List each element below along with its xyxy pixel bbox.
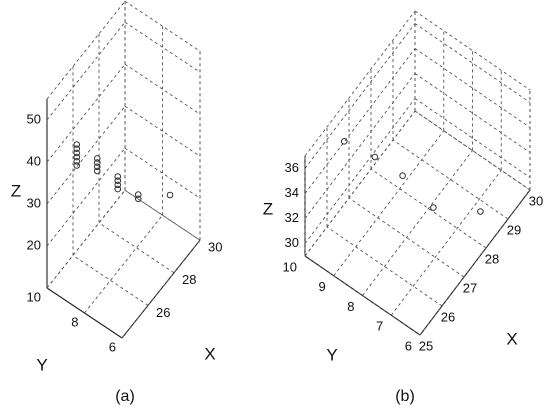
x-tick-label: 26 — [441, 309, 455, 324]
point — [114, 181, 122, 189]
z-axis-title: Z — [11, 181, 21, 200]
grid-line — [304, 110, 416, 257]
point — [73, 145, 81, 152]
grid-line — [390, 169, 502, 316]
z-tick-label: 50 — [27, 111, 41, 126]
grid-line — [414, 110, 531, 191]
grid-line — [419, 189, 531, 336]
grid-line — [362, 150, 473, 296]
grid-line — [46, 105, 126, 205]
point — [134, 195, 142, 203]
z-tick-label: 20 — [27, 237, 41, 252]
grid-line — [304, 48, 416, 194]
y-tick-label: 9 — [319, 279, 326, 294]
grid-line — [72, 255, 149, 306]
x-tick-label: 28 — [485, 251, 499, 266]
point — [73, 158, 81, 165]
point — [371, 153, 379, 161]
x-tick-label: 26 — [156, 305, 170, 320]
point — [114, 177, 122, 184]
point — [93, 163, 101, 171]
point — [430, 204, 437, 211]
grid-line — [370, 168, 487, 249]
y-axis-title: Y — [326, 345, 337, 364]
point — [73, 162, 81, 169]
x-axis-title: X — [204, 344, 215, 363]
grid-line — [414, 98, 531, 178]
grid-line — [98, 222, 175, 274]
y-tick-label: 10 — [283, 259, 297, 274]
y-axis-title: Y — [36, 355, 47, 374]
grid-line — [326, 226, 443, 307]
point — [340, 138, 348, 145]
box-edge — [414, 110, 531, 191]
box-edge — [304, 10, 416, 157]
x-tick-label: 30 — [208, 240, 222, 255]
y-tick-label: 7 — [376, 319, 383, 334]
point — [399, 172, 406, 180]
grid-line — [46, 147, 126, 247]
box-edge — [414, 10, 531, 91]
x-axis-title: X — [506, 329, 517, 348]
point — [134, 191, 142, 198]
point — [73, 141, 81, 148]
point — [93, 159, 101, 166]
grid-line — [392, 139, 509, 220]
y-tick-label: 10 — [27, 289, 41, 304]
box-edge — [46, 0, 126, 100]
grid-line — [414, 23, 531, 103]
y-tick-label: 8 — [71, 314, 78, 329]
point — [73, 153, 81, 161]
point — [73, 149, 81, 157]
grid-line — [46, 21, 126, 121]
point — [114, 173, 122, 180]
grid-line — [46, 63, 126, 163]
x-tick-label: 28 — [182, 272, 196, 287]
point — [477, 208, 484, 215]
z-tick-label: 32 — [285, 210, 299, 225]
grid-line — [304, 98, 416, 244]
grid-line — [333, 130, 445, 277]
x-tick-label: 30 — [529, 193, 543, 208]
x-tick-label: 25 — [419, 338, 433, 353]
z-tick-label: 30 — [285, 235, 299, 250]
grid-line — [304, 23, 416, 169]
z-tick-label: 34 — [285, 185, 299, 200]
grid-line — [348, 197, 465, 278]
point — [166, 191, 174, 199]
grid-line — [414, 48, 531, 128]
grid-line — [121, 239, 201, 339]
z-tick-label: 40 — [27, 153, 41, 168]
caption: (a) — [115, 388, 135, 405]
grid-line — [414, 73, 531, 153]
point — [93, 167, 101, 175]
y-tick-label: 6 — [109, 339, 116, 354]
z-axis-title: Z — [263, 199, 273, 218]
z-tick-label: 36 — [285, 160, 299, 175]
grid-line — [304, 255, 421, 336]
point — [93, 155, 101, 162]
z-tick-label: 30 — [27, 195, 41, 210]
point — [114, 185, 122, 193]
y-tick-label: 6 — [405, 338, 412, 353]
y-tick-label: 8 — [347, 299, 354, 314]
grid-line — [84, 214, 163, 314]
grid-line — [304, 73, 416, 219]
caption: (b) — [395, 388, 415, 405]
x-tick-label: 29 — [507, 222, 521, 237]
x-tick-label: 27 — [463, 280, 477, 295]
grid-line — [46, 189, 126, 289]
